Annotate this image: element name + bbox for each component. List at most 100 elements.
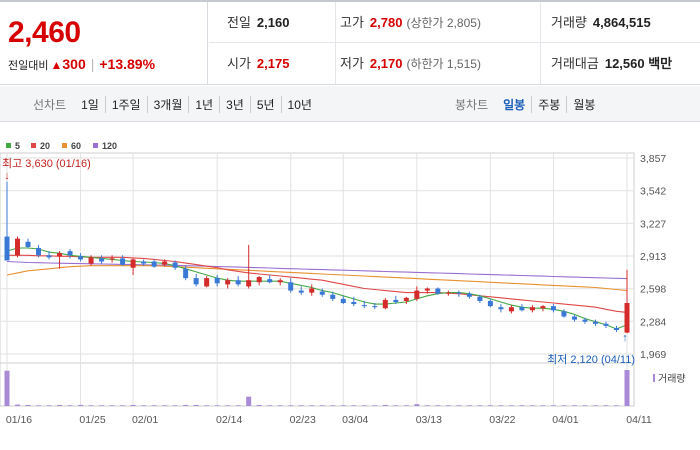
candle-body [561,311,567,317]
volume-bar [330,405,336,406]
stat-sub: (상한가 2,805) [406,16,481,30]
stat-value: 2,175 [256,56,290,71]
volume-bar [340,405,346,406]
volume-bar [613,405,619,406]
volume-bar [88,405,94,406]
candle-body [141,261,147,264]
x-tick-label: 02/01 [132,414,158,426]
volume-bar [603,405,609,406]
candle-body [130,259,136,268]
candle-body [519,307,525,311]
candle-daily[interactable]: 일봉 [503,97,526,112]
legend-label: 120 [102,141,117,151]
volume-bar [235,405,241,406]
stat-trade-value: 거래대금 12,560 백만 [540,43,700,84]
volume-bar [109,405,115,406]
period-5y[interactable]: 5년 [249,95,281,113]
change-percent: +13.89% [99,56,156,72]
candle-body [319,291,325,295]
y-tick-label: 3,542 [640,186,666,198]
volume-bar [267,405,273,406]
stat-label: 고가 [340,15,364,30]
candle-body [256,277,262,283]
change-row: 전일대비 ▲300 | +13.89% [8,56,155,73]
volume-bar [508,405,514,406]
period-10y[interactable]: 10년 [280,95,318,113]
volume-bar [15,404,21,406]
volume-bar [256,404,262,406]
period-1d[interactable]: 1일 [81,97,99,112]
candle-body [309,288,315,293]
legend-swatch [62,143,67,148]
candle-body [571,316,577,320]
candle-body [172,262,178,268]
candle-body [340,298,346,304]
volume-bar [46,405,52,406]
current-price: 2,460 [8,16,81,49]
stat-value: 2,780 [369,15,403,30]
candle-body [277,280,283,283]
candle-weekly[interactable]: 주봉 [531,95,566,113]
candle-body [487,300,493,307]
volume-bar [435,405,441,406]
period-3m[interactable]: 3개월 [146,95,189,113]
volume-bar [25,404,31,406]
candle-body [183,268,189,279]
period-1y[interactable]: 1년 [188,95,219,113]
volume-label: 거래량 [658,373,686,385]
candle-body [498,307,504,310]
volume-bar [393,405,399,406]
volume-bar [445,405,451,406]
ma20-line [7,254,628,313]
x-tick-label: 03/22 [489,414,515,426]
candle-body [204,278,210,287]
stat-value: 12,560 백만 [604,56,673,71]
x-tick-label: 04/01 [552,414,578,426]
candle-body [508,307,514,312]
low-annotation: 최저 2,120 (04/11) [547,353,635,366]
volume-bar [214,405,220,406]
quote-panel: 2,460 전일대비 ▲300 | +13.89% 전일 2,160 고가 2,780 (상… [0,0,700,85]
stat-open: 시가 2,175 [227,43,335,84]
up-arrow-icon: ▲ [50,58,63,72]
low-arrow-icon: ↑ [622,332,628,344]
candle-body [235,280,241,285]
candle-body [372,306,378,308]
candle-body [120,258,126,265]
candle-chart-title: 봉차트 [455,97,489,112]
candle-body [193,278,199,285]
volume-bar [477,405,483,406]
stat-label: 거래량 [551,15,587,30]
stat-value: 4,864,515 [592,15,651,30]
volume-bar [298,405,304,406]
legend-swatch [31,143,36,148]
volume-bar [120,405,126,406]
ma60-line [6,265,628,292]
divider: | [90,56,95,72]
candle-body [109,258,115,260]
change-label: 전일대비 [8,60,49,72]
candle-body [225,280,231,285]
y-tick-label: 2,913 [640,251,666,263]
volume-bar [424,405,430,406]
volume-bar [225,405,231,406]
candle-body [162,261,168,265]
volume-bar [172,405,178,406]
volume-bar [456,405,462,406]
volume-bar [498,405,504,406]
period-1w[interactable]: 1주일 [104,95,147,113]
volume-bar [361,405,367,406]
candle-body [361,305,367,307]
candle-body [445,292,451,294]
volume-bar [582,405,588,406]
candle-monthly[interactable]: 월봉 [566,95,601,113]
period-3y[interactable]: 3년 [219,95,250,113]
candle-body [435,288,441,294]
stock-chart: 3,857 3,542 3,227 2,913 2,598 2,284 1,969 01/16… [0,123,700,450]
candle-body [582,319,588,322]
ma120-line [6,260,628,280]
volume-bar [204,405,210,406]
volume-bar [277,405,283,406]
x-tick-label: 03/04 [342,414,368,426]
candle-body [67,251,73,256]
